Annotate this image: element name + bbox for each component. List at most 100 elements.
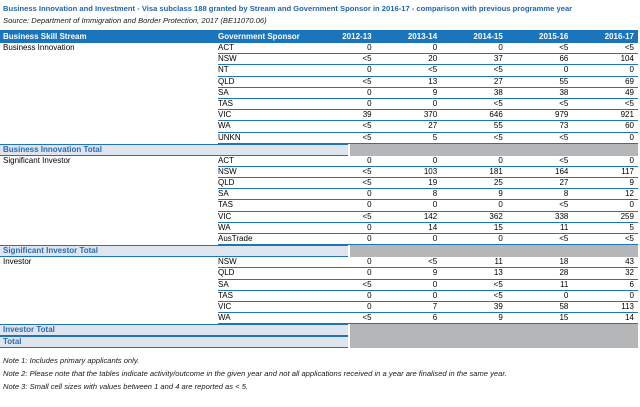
page-title: Business Innovation and Investment - Vis…	[3, 4, 573, 13]
stream-cell: Significant Investor	[3, 155, 71, 165]
value-cell: 7	[375, 302, 442, 314]
value-cell: <5	[572, 43, 638, 55]
value-cell: <5	[506, 133, 573, 144]
value-cell: 55	[506, 77, 573, 88]
value-cell: 0	[572, 291, 638, 302]
table-row: VIC 0 7 39 58 113	[0, 302, 638, 314]
table-row: VIC <5 142 362 338 259	[0, 212, 638, 223]
table-row: SA 0 9 38 38 49	[0, 88, 638, 99]
table-row: TAS 0 0 <5 0 0	[0, 291, 638, 302]
sponsor-cell: ACT	[218, 156, 310, 167]
value-cell: 0	[310, 43, 376, 55]
table-row: WA <5 6 9 15 14	[0, 313, 638, 325]
value-cell: 38	[506, 88, 573, 99]
suppressed-values-block	[350, 324, 638, 337]
table-row: SA <5 0 <5 11 6	[0, 280, 638, 291]
value-cell: 0	[375, 291, 442, 302]
value-cell: 14	[375, 223, 442, 234]
sponsor-cell: AusTrade	[218, 234, 310, 246]
value-cell: 69	[572, 77, 638, 88]
value-cell: <5	[506, 43, 573, 55]
footnote: Note 1: Includes primary applicants only…	[3, 356, 140, 365]
value-cell: 646	[441, 110, 507, 122]
total-row: Business Innovation Total	[0, 143, 638, 156]
footnote: Note 3: Small cell sizes with values bet…	[3, 382, 249, 391]
value-cell: 39	[441, 302, 507, 314]
sponsor-cell: SA	[218, 280, 310, 291]
stream-cell: Investor	[3, 257, 32, 267]
table-row: WA <5 27 55 73 60	[0, 121, 638, 133]
value-cell: <5	[441, 133, 507, 144]
table-row: NSW <5 103 181 164 117	[0, 167, 638, 179]
value-cell: 55	[441, 121, 507, 133]
value-cell: 58	[506, 302, 573, 314]
value-cell: 142	[375, 212, 442, 223]
value-cell: 9	[375, 88, 442, 99]
stream-cell	[0, 99, 218, 110]
stream-cell	[0, 77, 218, 88]
value-cell: 103	[375, 167, 442, 179]
value-cell: 0	[310, 257, 376, 269]
column-header-year: 2016-17	[604, 32, 634, 41]
value-cell: 37	[441, 54, 507, 66]
value-cell: 6	[375, 313, 442, 325]
table-row: SA 0 8 9 8 12	[0, 189, 638, 201]
value-cell: <5	[310, 121, 376, 133]
value-cell: 19	[375, 178, 442, 190]
value-cell: 0	[375, 280, 442, 291]
value-cell: 0	[375, 43, 442, 55]
stream-cell	[0, 212, 218, 223]
total-label: Business Innovation Total	[0, 143, 348, 156]
stream-cell	[0, 291, 218, 302]
sponsor-cell: WA	[218, 223, 310, 234]
value-cell: 0	[310, 291, 376, 302]
stream-cell	[0, 54, 218, 65]
value-cell: 362	[441, 212, 507, 223]
stream-cell	[0, 189, 218, 200]
total-label: Total	[0, 336, 348, 349]
value-cell: <5	[506, 234, 573, 246]
value-cell: 921	[572, 110, 638, 122]
value-cell: 0	[506, 291, 573, 302]
value-cell: 0	[310, 88, 376, 99]
table-row: UNKN <5 5 <5 <5 0	[0, 133, 638, 144]
column-header-year: 2013-14	[407, 32, 438, 41]
value-cell: 0	[310, 268, 376, 280]
value-cell: 38	[441, 88, 507, 99]
value-cell: 0	[375, 234, 442, 246]
value-cell: 73	[506, 121, 573, 133]
stream-cell	[0, 223, 218, 234]
value-cell: 0	[375, 99, 442, 111]
value-cell: 15	[441, 223, 507, 234]
total-gap	[348, 143, 350, 156]
value-cell: <5	[310, 77, 376, 88]
sponsor-cell: TAS	[218, 99, 310, 111]
table-row: TAS 0 0 <5 <5 <5	[0, 99, 638, 111]
sponsor-cell: VIC	[218, 212, 310, 223]
column-header-stream: Business Skill Stream	[3, 32, 87, 41]
table-row: VIC 39 370 646 979 921	[0, 110, 638, 122]
value-cell: 0	[441, 43, 507, 55]
sponsor-cell: ACT	[218, 43, 310, 55]
value-cell: 28	[506, 268, 573, 280]
value-cell: 43	[572, 257, 638, 269]
value-cell: 27	[375, 121, 442, 133]
value-cell: 0	[506, 65, 573, 77]
stream-cell: Business Innovation	[3, 43, 75, 52]
column-header-year: 2012-13	[342, 32, 372, 41]
stream-cell	[0, 268, 218, 279]
sponsor-cell: QLD	[218, 77, 310, 88]
stream-cell	[0, 88, 218, 99]
table-row: WA 0 14 15 11 5	[0, 223, 638, 234]
stream-cell	[0, 178, 218, 189]
value-cell: 49	[572, 88, 638, 99]
value-cell: 13	[375, 77, 442, 88]
sponsor-cell: VIC	[218, 110, 310, 122]
value-cell: <5	[572, 234, 638, 246]
footnotes: Note 1: Includes primary applicants only…	[3, 354, 637, 393]
value-cell: <5	[375, 257, 442, 269]
value-cell: <5	[572, 99, 638, 111]
total-gap	[348, 245, 350, 258]
total-label: Investor Total	[0, 324, 348, 337]
value-cell: <5	[310, 133, 376, 144]
